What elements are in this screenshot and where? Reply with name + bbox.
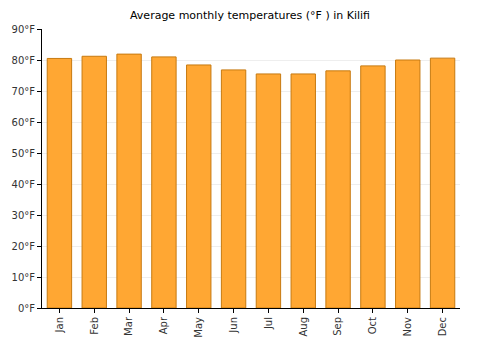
svg-text:80°F: 80°F bbox=[12, 55, 36, 66]
svg-text:0°F: 0°F bbox=[18, 303, 35, 314]
svg-text:10°F: 10°F bbox=[12, 272, 36, 283]
svg-text:Average monthly temperatures (: Average monthly temperatures (°F ) in Ki… bbox=[130, 9, 370, 22]
svg-text:Sep: Sep bbox=[332, 317, 343, 336]
svg-text:20°F: 20°F bbox=[12, 241, 36, 252]
svg-text:Jun: Jun bbox=[228, 317, 239, 334]
svg-text:90°F: 90°F bbox=[12, 24, 36, 35]
svg-text:Jan: Jan bbox=[54, 317, 65, 333]
svg-text:Dec: Dec bbox=[437, 317, 448, 336]
svg-text:Oct: Oct bbox=[367, 317, 378, 334]
svg-text:Jul: Jul bbox=[263, 317, 274, 330]
svg-text:Apr: Apr bbox=[158, 316, 169, 334]
svg-text:Nov: Nov bbox=[402, 317, 413, 337]
svg-text:40°F: 40°F bbox=[12, 179, 36, 190]
svg-text:60°F: 60°F bbox=[12, 117, 36, 128]
svg-text:Feb: Feb bbox=[89, 317, 100, 335]
svg-text:70°F: 70°F bbox=[12, 86, 36, 97]
svg-text:Aug: Aug bbox=[298, 317, 309, 337]
svg-text:Mar: Mar bbox=[123, 316, 134, 336]
svg-text:30°F: 30°F bbox=[12, 210, 36, 221]
svg-text:50°F: 50°F bbox=[12, 148, 36, 159]
svg-text:May: May bbox=[193, 317, 204, 338]
